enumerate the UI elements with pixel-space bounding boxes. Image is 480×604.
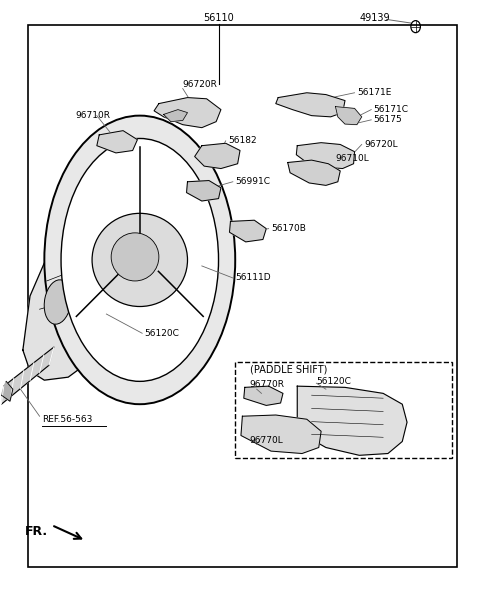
Text: 96710R: 96710R (75, 111, 110, 120)
Ellipse shape (111, 233, 159, 281)
Bar (235, 362, 452, 458)
Text: 56171C: 56171C (373, 105, 408, 114)
Polygon shape (241, 415, 321, 454)
Polygon shape (97, 130, 137, 153)
Text: 96770R: 96770R (250, 381, 285, 390)
Ellipse shape (44, 280, 71, 324)
Polygon shape (276, 93, 345, 117)
Text: 56182: 56182 (228, 137, 257, 146)
Text: 49139: 49139 (360, 13, 390, 23)
Polygon shape (187, 181, 221, 201)
Text: 56175: 56175 (373, 115, 402, 124)
Polygon shape (23, 248, 130, 380)
Polygon shape (1, 347, 54, 404)
Text: FR.: FR. (25, 525, 48, 538)
Text: 56111D: 56111D (235, 274, 271, 283)
Text: 56120C: 56120C (144, 329, 180, 338)
Polygon shape (195, 143, 240, 169)
Polygon shape (288, 160, 340, 185)
Text: 96720R: 96720R (183, 80, 217, 89)
Text: 96770L: 96770L (250, 435, 283, 445)
Ellipse shape (44, 115, 235, 404)
Polygon shape (244, 386, 283, 405)
Polygon shape (297, 386, 407, 455)
Polygon shape (1, 381, 13, 401)
Polygon shape (296, 143, 355, 169)
Text: REF.56-563: REF.56-563 (42, 415, 92, 424)
Text: 96710L: 96710L (336, 155, 369, 164)
Polygon shape (154, 98, 221, 127)
Text: 56120C: 56120C (316, 377, 351, 386)
Ellipse shape (61, 138, 218, 381)
Text: 56110: 56110 (203, 13, 234, 23)
Text: (PADDLE SHIFT): (PADDLE SHIFT) (250, 364, 327, 374)
Text: 56991C: 56991C (235, 177, 270, 186)
Polygon shape (336, 106, 362, 124)
Polygon shape (229, 220, 266, 242)
Polygon shape (164, 109, 188, 121)
Ellipse shape (92, 213, 188, 306)
Text: 96720L: 96720L (364, 140, 398, 149)
Text: 56171E: 56171E (357, 88, 391, 97)
Text: 56170B: 56170B (271, 224, 306, 233)
